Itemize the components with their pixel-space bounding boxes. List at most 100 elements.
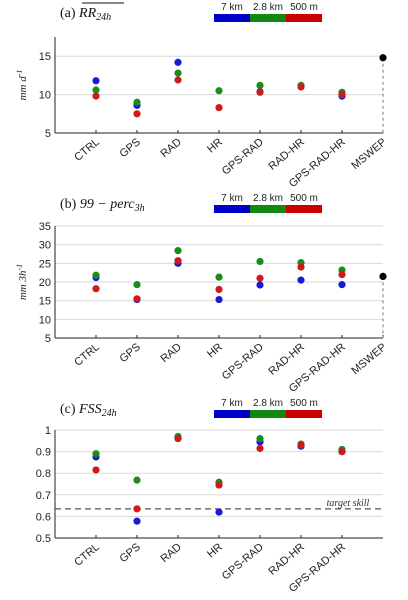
y-axis-label: mm d-1 [15,70,29,101]
data-point-MSWEP [379,54,387,62]
data-point-500m [174,435,182,443]
legend-swatch [214,205,250,213]
data-point-500m [133,505,141,513]
x-tick-label: GPS [117,341,143,365]
x-tick-label: RAD-HR [266,541,307,578]
x-tick-label: GPS-RAD [220,341,266,382]
y-axis-label: mm 3h-1 [15,264,29,300]
data-point-2p8km [92,86,100,94]
panel-title: (b) 99 − perc3h [60,197,145,214]
data-point-500m [297,263,305,271]
y-tick-label: 25 [39,258,51,270]
y-tick-label: 0.6 [36,511,51,523]
legend-label: 2.8 km [253,398,283,409]
y-tick-label: 5 [45,333,51,345]
data-point-7km [174,58,182,66]
data-point-MSWEP [379,272,387,280]
legend-swatch [286,410,322,418]
x-tick-label: CTRL [72,341,102,369]
data-point-500m [133,295,141,303]
data-point-500m [133,110,141,118]
legend-label: 500 m [290,398,318,409]
x-tick-label: RAD [158,136,184,160]
data-point-7km [256,281,264,289]
y-tick-label: 5 [45,128,51,140]
x-tick-label: HR [205,541,225,560]
legend-swatch [286,14,322,22]
data-point-2p8km [174,247,182,255]
x-tick-label: CTRL [72,136,102,164]
x-tick-label: CTRL [72,541,102,569]
y-tick-label: 15 [39,51,51,63]
data-point-2p8km [133,476,141,484]
legend-label: 7 km [221,2,243,13]
x-tick-label: RAD-HR [266,136,307,173]
legend-swatch [286,205,322,213]
data-point-500m [215,285,223,294]
data-point-500m [297,83,305,91]
data-point-500m [215,104,223,112]
legend-swatch [214,410,250,418]
legend-label: 500 m [290,2,318,13]
x-tick-label: GPS [117,136,143,160]
data-point-500m [256,444,264,452]
legend-swatch [214,14,250,22]
x-tick-label: RAD [158,341,184,365]
y-tick-label: 20 [39,277,51,289]
legend-swatch [250,410,286,418]
x-tick-label: MSWEP [349,341,389,377]
data-point-500m [92,92,100,100]
data-point-2p8km [256,81,264,89]
target-skill-label: target skill [327,498,370,509]
legend-swatch [250,205,286,213]
x-tick-label: RAD [158,541,184,565]
legend-label: 2.8 km [253,193,283,204]
data-point-2p8km [133,281,141,289]
data-point-7km [133,517,141,525]
data-point-2p8km [215,87,223,95]
data-point-7km [92,77,100,85]
data-point-2p8km [92,450,100,458]
legend-label: 2.8 km [253,2,283,13]
data-point-7km [215,508,223,516]
legend-label: 7 km [221,398,243,409]
data-point-500m [256,274,264,282]
x-tick-label: GPS [117,541,143,565]
data-point-2p8km [256,257,264,266]
legend-label: 7 km [221,193,243,204]
x-tick-label: MSWEP [349,136,389,172]
data-point-500m [92,466,100,474]
panel-title: (a) RR24h [60,6,111,23]
y-tick-label: 0.5 [36,533,51,545]
data-point-2p8km [174,69,182,77]
data-point-2p8km [215,273,223,281]
y-tick-label: 15 [39,296,51,308]
panel-title: (c) FSS24h [60,402,117,419]
y-tick-label: 10 [39,314,51,326]
y-tick-label: 0.7 [36,490,51,502]
x-tick-label: GPS-RAD [220,136,266,177]
data-point-500m [256,88,264,96]
y-tick-label: 10 [39,90,51,102]
data-point-500m [92,285,100,293]
y-tick-label: 0.9 [36,447,51,459]
data-point-500m [215,481,223,489]
data-point-500m [338,270,346,279]
data-point-2p8km [256,435,264,443]
y-tick-label: 0.8 [36,468,51,480]
x-tick-label: HR [205,341,225,360]
y-tick-label: 1 [45,425,51,437]
data-point-7km [215,295,223,304]
legend-label: 500 m [290,193,318,204]
data-point-500m [174,257,182,265]
data-point-500m [174,76,182,84]
data-point-2p8km [92,271,100,279]
data-point-500m [338,91,346,99]
y-tick-label: 30 [39,240,51,252]
legend-swatch [250,14,286,22]
x-tick-label: GPS-RAD [220,541,266,582]
